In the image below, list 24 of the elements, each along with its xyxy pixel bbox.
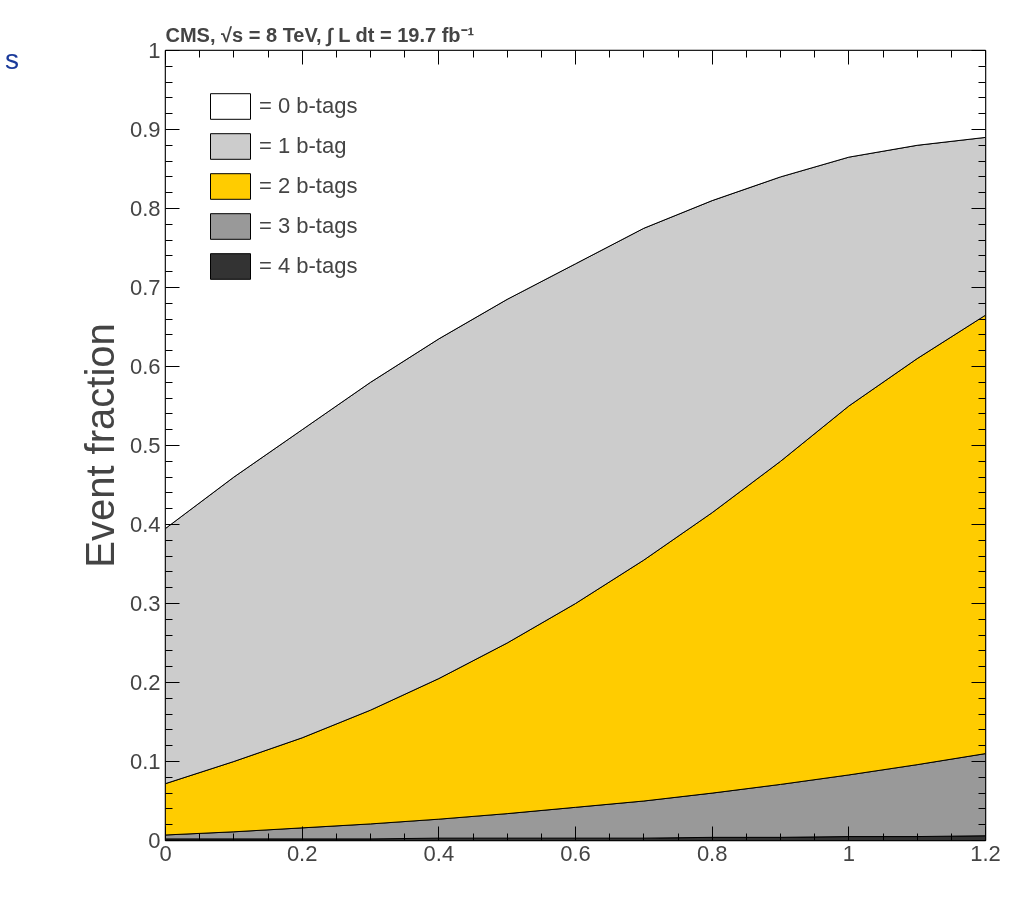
y-tick-label: 0.5 <box>129 433 161 458</box>
x-tick-label: 0.6 <box>560 840 591 866</box>
x-tick-label: 0.2 <box>286 840 318 866</box>
y-tick-label: 1 <box>148 38 161 63</box>
y-tick-label: 0.3 <box>129 591 161 616</box>
x-tick-label: 1 <box>842 840 855 866</box>
y-tick-label: 0.9 <box>129 117 161 142</box>
y-tick-label: 0.8 <box>129 196 161 221</box>
legend-label: = 2 b-tags <box>259 173 358 199</box>
legend-label: = 0 b-tags <box>259 93 358 119</box>
y-axis-title: Event fraction <box>77 323 122 568</box>
legend-label: = 4 b-tags <box>259 253 358 279</box>
y-tick-label: 0.1 <box>129 749 161 774</box>
x-tick-label: 1.2 <box>970 840 1001 866</box>
y-tick-label: 0.4 <box>129 512 161 537</box>
x-tick-label: 0.4 <box>423 840 455 866</box>
y-tick-label: 0.6 <box>129 354 161 379</box>
x-tick-label: 0.8 <box>696 840 728 866</box>
y-tick-label: 0.2 <box>129 670 161 695</box>
text: s <box>5 43 19 77</box>
chart-title: CMS, √s = 8 TeV, ∫ L dt = 19.7 fb⁻¹ <box>165 23 475 47</box>
legend-label: = 3 b-tags <box>259 213 358 239</box>
y-tick-label: 0.7 <box>129 275 161 300</box>
legend-label: = 1 b-tag <box>259 133 347 159</box>
